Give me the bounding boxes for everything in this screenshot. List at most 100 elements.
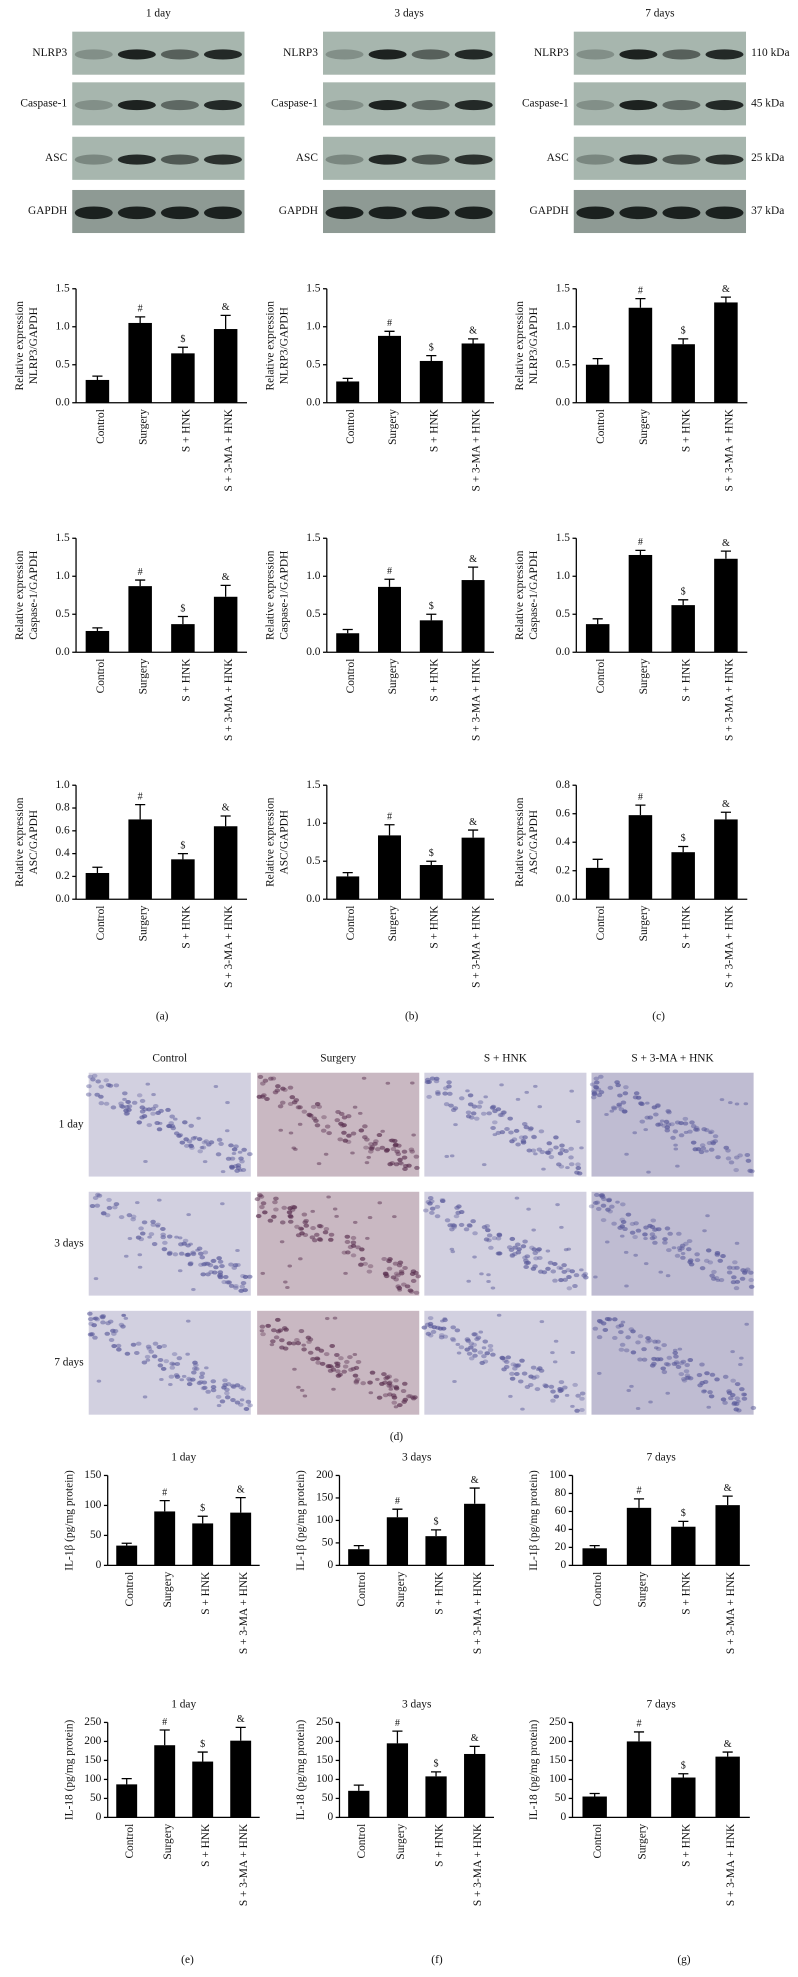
y-tick-label: 150 — [549, 1754, 566, 1766]
blot-protein: Caspase-1 — [522, 97, 569, 109]
cell — [598, 1074, 604, 1079]
cell — [226, 1280, 232, 1285]
blot-band — [160, 206, 199, 220]
bar — [378, 835, 401, 900]
error-bar — [353, 1544, 364, 1550]
error-bar — [722, 1751, 733, 1757]
cell — [715, 1278, 721, 1282]
cell — [450, 1223, 456, 1228]
cell — [345, 1114, 352, 1119]
cell — [390, 1146, 397, 1152]
cell — [108, 1337, 115, 1343]
cell — [115, 1343, 122, 1348]
cell — [393, 1385, 399, 1390]
blot-band — [662, 49, 701, 60]
y-tick-label: 100 — [549, 1773, 566, 1785]
y-tick-label: 0.8 — [55, 802, 70, 814]
y-tick-label: 1.0 — [55, 779, 70, 791]
cell — [116, 1347, 122, 1352]
bar — [213, 826, 238, 900]
cell — [641, 1347, 647, 1352]
cell — [291, 1100, 298, 1105]
cell — [478, 1330, 484, 1334]
cell — [104, 1331, 111, 1336]
cell — [346, 1133, 352, 1138]
cell — [501, 1367, 507, 1372]
panel-label: (g) — [677, 1954, 690, 1966]
cell — [665, 1274, 671, 1278]
cell — [559, 1225, 564, 1229]
cell — [726, 1389, 732, 1394]
blot-band — [705, 49, 744, 60]
cell — [720, 1254, 726, 1259]
error-bar — [468, 566, 479, 581]
significance-marker: # — [387, 318, 392, 329]
cell — [273, 1207, 279, 1212]
x-tick-label: S + 3-MA + HNK — [723, 658, 735, 741]
cell — [449, 1154, 455, 1158]
y-tick-label: 1.0 — [556, 320, 571, 332]
cell — [637, 1334, 644, 1339]
cell — [736, 1399, 741, 1403]
cell — [748, 1278, 754, 1283]
cell — [239, 1159, 245, 1164]
cell — [521, 1122, 528, 1127]
cell — [113, 1202, 120, 1207]
error-bar — [177, 346, 188, 354]
cell — [671, 1246, 677, 1250]
cell — [401, 1282, 407, 1287]
cell — [582, 1271, 589, 1277]
cell — [739, 1276, 746, 1281]
cell — [98, 1094, 104, 1099]
cell — [122, 1091, 128, 1096]
cell — [287, 1206, 293, 1211]
cell — [364, 1137, 370, 1142]
cell — [224, 1391, 230, 1396]
cell — [255, 1214, 262, 1219]
histology-row: 7 days — [54, 1356, 84, 1368]
cell — [352, 1352, 358, 1357]
y-axis-label: Relative expression — [514, 797, 526, 887]
cell — [531, 1247, 538, 1252]
cell — [505, 1355, 512, 1360]
significance-marker: & — [237, 1484, 245, 1495]
chart-title: 1 day — [171, 1698, 196, 1710]
cell — [615, 1324, 622, 1329]
cell — [161, 1343, 168, 1349]
cell — [152, 1341, 159, 1346]
error-bar — [92, 375, 103, 380]
cell — [405, 1394, 412, 1399]
cell — [552, 1278, 558, 1283]
cell — [557, 1386, 563, 1392]
cell — [221, 1280, 227, 1285]
cell — [619, 1342, 626, 1347]
cell — [374, 1147, 381, 1152]
cell — [502, 1358, 508, 1363]
significance-marker: & — [471, 1475, 479, 1486]
cell — [718, 1278, 725, 1283]
error-bar — [426, 860, 437, 866]
x-tick-label: S + HNK — [433, 1571, 445, 1615]
cell — [385, 1081, 391, 1085]
y-tick-label: 100 — [84, 1499, 101, 1511]
cell — [594, 1080, 600, 1085]
cell — [558, 1380, 565, 1385]
cell — [664, 1125, 671, 1130]
x-tick-label: S + 3-MA + HNK — [223, 408, 235, 491]
cell — [707, 1390, 713, 1395]
cell — [699, 1143, 706, 1148]
cell — [191, 1370, 197, 1375]
x-tick-label: Surgery — [138, 409, 150, 445]
cell — [146, 1346, 153, 1351]
cell — [166, 1124, 172, 1129]
cell — [198, 1374, 205, 1380]
cell — [429, 1210, 435, 1215]
y-tick-label: 20 — [555, 1541, 567, 1553]
cell — [645, 1336, 651, 1341]
significance-marker: # — [162, 1717, 167, 1728]
cell — [260, 1081, 266, 1086]
cell — [230, 1398, 236, 1403]
cell — [662, 1237, 668, 1242]
cell — [99, 1314, 105, 1319]
cell — [630, 1329, 636, 1334]
